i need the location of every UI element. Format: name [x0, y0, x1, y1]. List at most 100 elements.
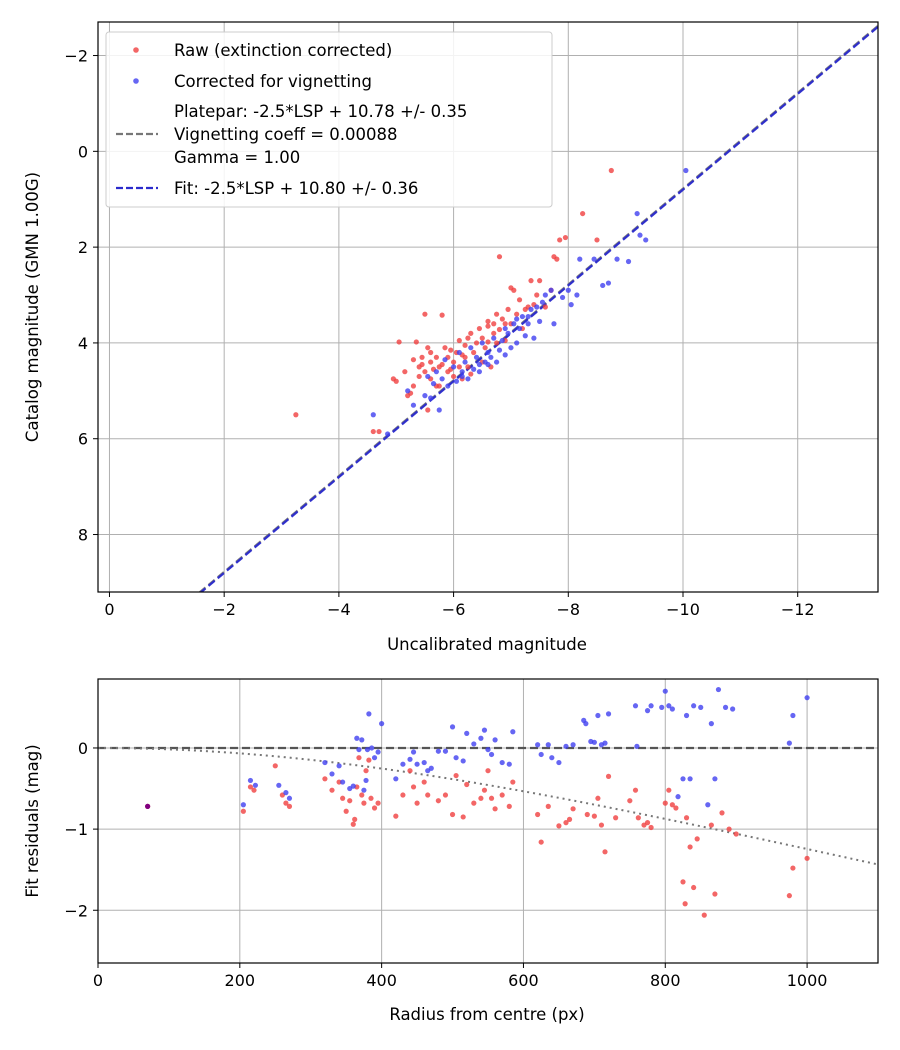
bottom-data-point	[322, 759, 328, 766]
bottom-data-point	[602, 740, 608, 746]
bottom-data-point	[407, 768, 413, 774]
bottom-data-point	[595, 712, 601, 719]
bottom-data-point	[464, 781, 470, 788]
bottom-data-point	[356, 755, 362, 761]
top-data-point	[425, 373, 431, 380]
bottom-data-point	[733, 831, 739, 837]
bottom-scatter-points	[145, 686, 810, 918]
bottom-data-point	[428, 765, 434, 771]
bottom-data-point	[683, 815, 690, 821]
top-data-point	[505, 306, 511, 312]
bottom-data-point	[453, 772, 459, 779]
bottom-data-point	[478, 735, 484, 741]
bottom-data-point	[691, 884, 697, 891]
top-data-point	[551, 321, 557, 327]
top-data-point	[430, 381, 437, 387]
bottom-data-point	[272, 763, 278, 769]
bottom-data-point	[449, 724, 456, 730]
bottom-data-point	[364, 746, 371, 753]
top-data-point	[459, 373, 465, 380]
bottom-data-point	[350, 821, 356, 827]
bottom-data-point	[669, 802, 675, 808]
top-data-point	[548, 287, 554, 293]
bottom-data-point	[363, 768, 369, 774]
bottom-data-point	[410, 784, 417, 790]
top-data-point	[516, 297, 523, 303]
top-data-point	[608, 167, 614, 174]
top-data-point	[419, 361, 425, 368]
bottom-data-point	[371, 755, 378, 761]
top-data-point	[531, 335, 537, 341]
bottom-data-point	[460, 814, 466, 820]
top-data-point	[528, 278, 534, 284]
top-data-point	[450, 364, 457, 370]
bottom-data-point	[352, 816, 358, 822]
top-xtick-label: −8	[556, 600, 580, 619]
bottom-data-point	[570, 806, 576, 812]
top-data-point	[393, 378, 399, 384]
top-data-point	[519, 313, 526, 320]
top-data-point	[476, 325, 482, 332]
top-data-point	[594, 237, 600, 243]
top-scatter-points	[293, 167, 689, 437]
top-data-point	[465, 376, 471, 382]
bottom-data-point	[712, 891, 718, 897]
bottom-data-point	[715, 686, 722, 693]
top-data-point	[416, 373, 422, 380]
bottom-data-point	[492, 806, 498, 812]
top-data-point	[468, 345, 474, 351]
bottom-data-point	[371, 805, 378, 811]
bottom-xtick-label: 1000	[787, 971, 828, 990]
top-data-point	[634, 210, 640, 217]
top-data-point	[511, 321, 517, 327]
top-data-point	[428, 395, 434, 401]
bottom-data-point	[393, 813, 399, 819]
top-data-point	[494, 311, 500, 317]
bottom-data-point	[673, 805, 679, 811]
bottom-data-point	[481, 787, 488, 793]
top-data-point	[491, 321, 497, 327]
bottom-data-point	[790, 865, 796, 871]
bottom-data-point	[669, 706, 675, 712]
top-x-ticks: 0 −2 −4 −6 −8 −10 −12	[104, 592, 815, 619]
top-ytick-label: 2	[78, 238, 88, 257]
bottom-data-point	[286, 803, 293, 809]
legend: Raw (extinction corrected) Corrected for…	[105, 31, 553, 208]
top-data-point	[293, 412, 299, 418]
bottom-data-point	[510, 729, 516, 735]
bottom-data-point	[366, 757, 372, 763]
bottom-data-point	[329, 771, 335, 777]
top-data-point	[410, 357, 417, 363]
legend-box	[105, 31, 553, 208]
bottom-data-point	[634, 743, 640, 749]
bottom-data-point	[340, 779, 346, 785]
top-data-point	[591, 256, 597, 262]
top-data-point	[494, 359, 500, 365]
top-data-point	[433, 354, 439, 360]
bottom-xtick-label: 200	[225, 971, 256, 990]
bottom-x-ticks: 0 200 400 600 800 1000	[93, 963, 828, 990]
top-data-point	[508, 345, 514, 351]
bottom-data-point	[591, 739, 597, 745]
top-data-point	[376, 428, 382, 435]
bottom-xtick-label: 400	[366, 971, 397, 990]
bottom-data-point	[240, 802, 246, 808]
top-data-point	[683, 167, 689, 174]
bottom-ytick-label: −2	[64, 901, 88, 920]
top-data-point	[559, 294, 566, 301]
bottom-data-point	[359, 737, 365, 743]
top-data-point	[419, 354, 425, 360]
bottom-data-point	[680, 879, 686, 885]
top-data-point	[405, 388, 411, 394]
top-data-point	[491, 330, 497, 336]
top-plot: 0 −2 −4 −6 −8 −10 −12 −2 0 2 4 6 8 Uncalibrated mag…	[23, 21, 879, 654]
bottom-data-point	[701, 912, 707, 918]
top-data-point	[496, 326, 503, 333]
bottom-data-point	[366, 711, 372, 717]
top-data-point	[473, 340, 480, 346]
bottom-data-point	[369, 745, 375, 751]
top-data-point	[468, 330, 474, 336]
top-data-point	[453, 378, 460, 384]
top-data-point	[525, 313, 531, 320]
